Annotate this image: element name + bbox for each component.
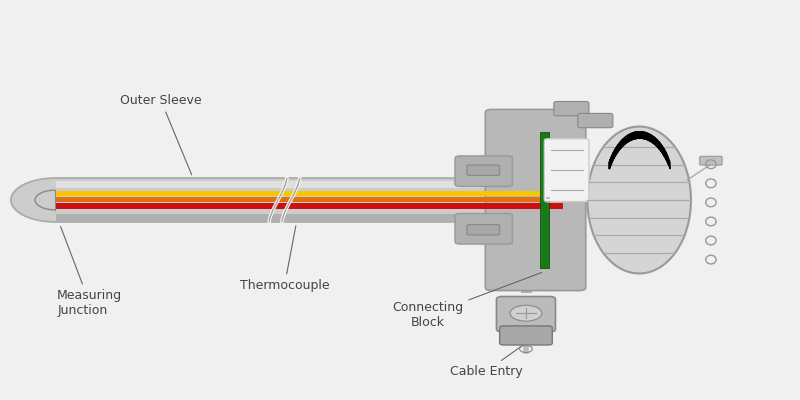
FancyBboxPatch shape	[578, 114, 613, 128]
Bar	[55, 178, 559, 222]
Bar	[55, 203, 563, 209]
FancyBboxPatch shape	[455, 156, 513, 186]
Ellipse shape	[587, 126, 691, 274]
Bar	[539, 132, 549, 268]
Text: Connecting
Block: Connecting Block	[392, 272, 542, 329]
FancyBboxPatch shape	[544, 139, 589, 202]
Text: Measuring
Junction: Measuring Junction	[57, 226, 122, 317]
Bar	[55, 182, 557, 188]
Text: Cable Entry: Cable Entry	[450, 345, 524, 378]
Text: Outer Sleeve: Outer Sleeve	[120, 94, 202, 175]
Text: Thermocouple: Thermocouple	[239, 226, 330, 292]
FancyBboxPatch shape	[467, 225, 500, 235]
FancyBboxPatch shape	[486, 110, 586, 290]
Circle shape	[510, 305, 542, 321]
FancyBboxPatch shape	[467, 165, 500, 175]
Bar	[55, 214, 557, 221]
FancyBboxPatch shape	[497, 296, 555, 332]
FancyBboxPatch shape	[455, 214, 513, 244]
FancyBboxPatch shape	[500, 326, 552, 345]
Polygon shape	[11, 178, 55, 222]
FancyBboxPatch shape	[700, 156, 722, 165]
Bar	[55, 197, 563, 202]
FancyBboxPatch shape	[554, 102, 589, 116]
Bar	[55, 191, 563, 196]
